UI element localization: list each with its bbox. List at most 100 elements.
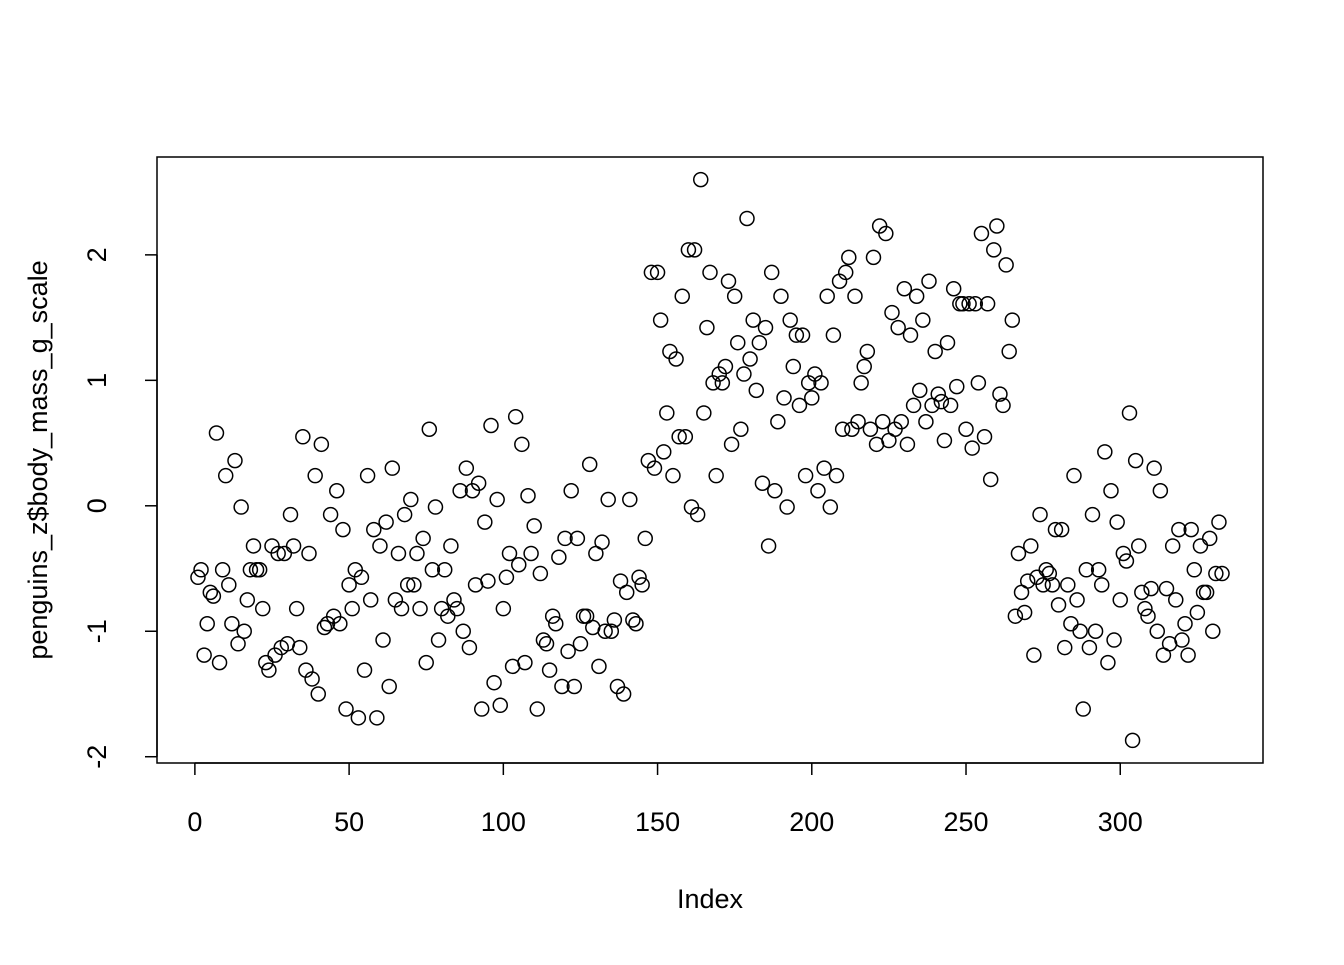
point	[591, 658, 607, 675]
point	[1056, 639, 1073, 656]
point	[1044, 577, 1061, 593]
point	[322, 506, 339, 523]
point	[393, 600, 410, 617]
point	[403, 491, 419, 508]
point	[276, 545, 293, 562]
point	[643, 264, 660, 281]
point	[890, 319, 906, 336]
point	[335, 521, 351, 538]
point	[597, 623, 613, 640]
x-tick-label: 200	[789, 807, 834, 837]
point	[1164, 538, 1181, 554]
point	[918, 413, 934, 430]
point	[486, 674, 502, 691]
point	[1205, 623, 1221, 640]
point	[569, 530, 586, 547]
point	[1177, 615, 1193, 632]
point	[1171, 521, 1187, 538]
point	[1189, 604, 1206, 621]
y-tick-label: 2	[82, 247, 112, 262]
point	[282, 506, 299, 523]
point	[378, 514, 394, 530]
point	[332, 615, 348, 632]
point	[773, 288, 789, 305]
point	[350, 710, 367, 726]
point	[492, 697, 508, 714]
point	[674, 288, 690, 305]
point	[270, 545, 286, 562]
point	[245, 538, 262, 554]
point	[239, 592, 256, 608]
point	[936, 432, 953, 449]
point	[958, 421, 974, 438]
point	[230, 636, 246, 652]
point	[440, 608, 456, 624]
point	[421, 421, 438, 438]
point	[770, 413, 786, 430]
point	[739, 210, 755, 227]
point	[563, 482, 579, 499]
point	[637, 530, 653, 547]
point	[224, 615, 240, 632]
point	[211, 654, 228, 671]
point	[523, 545, 539, 562]
point	[856, 358, 872, 375]
point	[572, 636, 589, 652]
point	[834, 421, 851, 438]
point	[902, 327, 919, 343]
point	[837, 264, 854, 281]
point	[1001, 343, 1017, 360]
point	[896, 280, 913, 297]
x-tick-label: 100	[481, 807, 526, 837]
point	[1134, 584, 1150, 601]
x-tick-label: 300	[1098, 807, 1143, 837]
point	[1109, 514, 1125, 530]
point	[310, 686, 327, 702]
point	[763, 264, 780, 281]
point	[760, 538, 777, 554]
point	[692, 171, 709, 188]
point	[498, 569, 515, 586]
point	[375, 632, 391, 648]
point	[236, 623, 252, 640]
point	[242, 562, 259, 578]
point	[594, 534, 610, 550]
point	[655, 444, 672, 460]
point	[736, 366, 752, 382]
y-tick-label: 0	[82, 498, 112, 513]
point	[541, 662, 558, 678]
point	[399, 577, 416, 593]
point	[822, 499, 839, 515]
point	[986, 242, 1002, 258]
point	[427, 499, 444, 515]
point	[976, 429, 993, 445]
point	[214, 562, 231, 578]
point	[816, 460, 832, 476]
point	[554, 678, 570, 695]
point	[810, 482, 826, 499]
point	[677, 429, 694, 445]
point	[446, 592, 462, 608]
point	[1158, 580, 1175, 597]
point	[939, 334, 956, 351]
point	[461, 639, 478, 656]
point	[717, 358, 734, 375]
point	[449, 600, 465, 617]
point	[480, 573, 496, 589]
point	[767, 482, 783, 499]
point	[819, 288, 835, 305]
point	[470, 475, 487, 491]
point	[329, 482, 345, 499]
point	[745, 312, 761, 328]
point	[961, 296, 977, 312]
point	[850, 413, 866, 430]
point	[733, 421, 749, 438]
point	[443, 538, 459, 554]
point	[1106, 632, 1122, 648]
point	[356, 662, 373, 678]
point	[742, 351, 758, 367]
point	[366, 521, 382, 538]
point	[233, 499, 249, 515]
point	[649, 264, 666, 281]
